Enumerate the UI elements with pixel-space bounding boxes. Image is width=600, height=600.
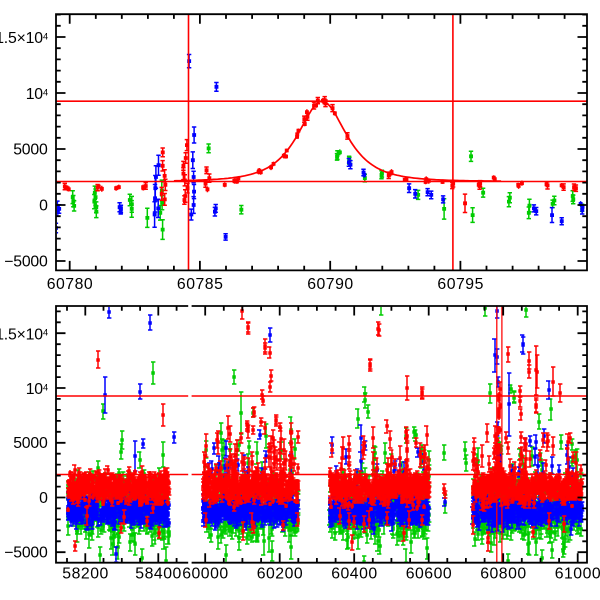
svg-text:4: 4 bbox=[43, 87, 48, 97]
svg-text:0: 0 bbox=[39, 490, 48, 507]
svg-text:60795: 60795 bbox=[437, 276, 483, 293]
svg-text:58200: 58200 bbox=[62, 565, 108, 582]
svg-text:4: 4 bbox=[43, 328, 48, 338]
svg-text:−5000: −5000 bbox=[4, 253, 48, 270]
svg-text:60800: 60800 bbox=[480, 565, 526, 582]
svg-text:60400: 60400 bbox=[331, 565, 377, 582]
svg-text:60000: 60000 bbox=[182, 565, 228, 582]
svg-text:1.5×10: 1.5×10 bbox=[0, 30, 43, 47]
svg-text:61000: 61000 bbox=[555, 565, 600, 582]
svg-text:58400: 58400 bbox=[135, 565, 181, 582]
svg-text:5000: 5000 bbox=[13, 141, 48, 158]
svg-text:0: 0 bbox=[39, 197, 48, 214]
svg-text:4: 4 bbox=[43, 31, 48, 41]
svg-text:10: 10 bbox=[26, 381, 44, 398]
svg-text:60200: 60200 bbox=[257, 565, 303, 582]
svg-text:10: 10 bbox=[26, 86, 44, 103]
svg-text:−5000: −5000 bbox=[4, 545, 48, 562]
svg-text:1.5×10: 1.5×10 bbox=[0, 326, 43, 343]
svg-text:5000: 5000 bbox=[13, 435, 48, 452]
svg-text:60780: 60780 bbox=[47, 276, 93, 293]
svg-text:60600: 60600 bbox=[406, 565, 452, 582]
svg-text:60790: 60790 bbox=[307, 276, 353, 293]
svg-text:60785: 60785 bbox=[177, 276, 223, 293]
svg-text:4: 4 bbox=[43, 382, 48, 392]
